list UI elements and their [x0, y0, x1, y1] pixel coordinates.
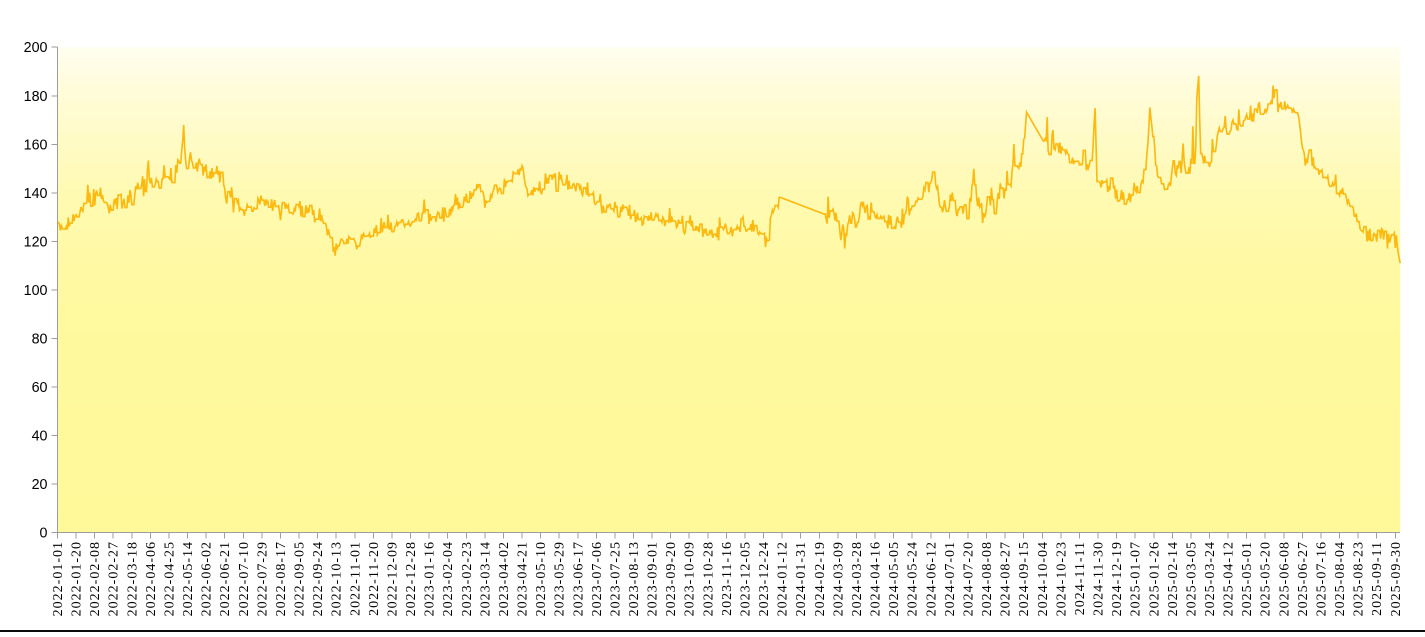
svg-text:2025-01-26: 2025-01-26 [1147, 541, 1162, 616]
svg-text:2024-03-09: 2024-03-09 [831, 541, 846, 616]
svg-text:2024-03-28: 2024-03-28 [850, 541, 865, 616]
svg-text:2022-03-18: 2022-03-18 [125, 541, 140, 616]
svg-text:2022-11-20: 2022-11-20 [367, 541, 382, 616]
svg-text:2023-09-20: 2023-09-20 [664, 541, 679, 616]
svg-text:0: 0 [40, 526, 48, 542]
svg-text:2023-04-02: 2023-04-02 [497, 541, 512, 616]
svg-text:2025-01-07: 2025-01-07 [1129, 541, 1144, 616]
svg-text:2024-12-19: 2024-12-19 [1110, 541, 1125, 616]
svg-text:180: 180 [24, 89, 48, 105]
svg-text:2024-06-12: 2024-06-12 [924, 541, 939, 616]
svg-text:2025-02-14: 2025-02-14 [1166, 541, 1181, 616]
svg-text:2025-04-12: 2025-04-12 [1222, 541, 1237, 616]
svg-text:2025-08-23: 2025-08-23 [1352, 541, 1367, 616]
svg-text:80: 80 [32, 332, 48, 348]
svg-text:2025-03-05: 2025-03-05 [1184, 541, 1199, 616]
svg-text:2024-08-27: 2024-08-27 [999, 541, 1014, 616]
svg-text:2022-04-06: 2022-04-06 [144, 541, 159, 616]
svg-text:140: 140 [24, 186, 48, 202]
svg-text:60: 60 [32, 380, 48, 396]
svg-text:2023-04-21: 2023-04-21 [516, 541, 531, 616]
svg-text:40: 40 [32, 429, 48, 445]
svg-text:2023-11-16: 2023-11-16 [720, 541, 735, 616]
svg-text:2024-01-31: 2024-01-31 [794, 541, 809, 616]
svg-text:2024-11-11: 2024-11-11 [1073, 541, 1088, 615]
svg-text:2023-06-17: 2023-06-17 [571, 541, 586, 616]
svg-text:2023-02-04: 2023-02-04 [441, 541, 456, 616]
svg-text:2022-09-24: 2022-09-24 [311, 541, 326, 616]
svg-text:2023-10-28: 2023-10-28 [701, 541, 716, 616]
svg-text:2024-05-24: 2024-05-24 [906, 541, 921, 616]
svg-text:2023-07-06: 2023-07-06 [590, 541, 605, 616]
svg-text:2022-12-09: 2022-12-09 [386, 541, 401, 616]
svg-text:2022-04-25: 2022-04-25 [163, 541, 178, 616]
svg-text:200: 200 [24, 40, 48, 56]
svg-text:2022-11-01: 2022-11-01 [348, 541, 363, 616]
svg-text:2023-03-14: 2023-03-14 [478, 541, 493, 616]
svg-text:120: 120 [24, 234, 48, 250]
svg-text:2025-08-04: 2025-08-04 [1333, 541, 1348, 616]
svg-text:2024-07-20: 2024-07-20 [962, 541, 977, 616]
svg-text:2022-06-02: 2022-06-02 [200, 541, 215, 616]
svg-text:2022-07-29: 2022-07-29 [255, 541, 270, 616]
svg-text:2024-02-19: 2024-02-19 [813, 541, 828, 616]
svg-text:2024-05-05: 2024-05-05 [887, 541, 902, 616]
svg-text:2022-12-28: 2022-12-28 [404, 541, 419, 616]
svg-text:2023-02-23: 2023-02-23 [460, 541, 475, 616]
svg-text:160: 160 [24, 137, 48, 153]
svg-text:2023-07-25: 2023-07-25 [608, 541, 623, 616]
svg-text:2023-05-10: 2023-05-10 [534, 541, 549, 616]
svg-text:2024-10-04: 2024-10-04 [1036, 541, 1051, 616]
svg-text:100: 100 [24, 283, 48, 299]
svg-text:2024-11-30: 2024-11-30 [1092, 541, 1107, 616]
svg-text:2023-05-29: 2023-05-29 [553, 541, 568, 616]
svg-text:2025-09-11: 2025-09-11 [1370, 541, 1385, 616]
svg-text:2022-08-17: 2022-08-17 [274, 541, 289, 616]
svg-text:2025-06-27: 2025-06-27 [1296, 541, 1311, 616]
svg-text:2024-10-23: 2024-10-23 [1054, 541, 1069, 616]
svg-text:2022-07-10: 2022-07-10 [237, 541, 252, 616]
svg-text:2025-07-16: 2025-07-16 [1315, 541, 1330, 616]
svg-text:2023-01-16: 2023-01-16 [423, 541, 438, 616]
svg-text:2024-08-08: 2024-08-08 [980, 541, 995, 616]
svg-text:2022-05-14: 2022-05-14 [181, 541, 196, 616]
svg-text:2022-02-08: 2022-02-08 [88, 541, 103, 616]
svg-text:2022-09-05: 2022-09-05 [293, 541, 308, 616]
svg-text:2022-02-27: 2022-02-27 [107, 541, 122, 616]
svg-text:2023-10-09: 2023-10-09 [683, 541, 698, 616]
svg-text:2023-12-24: 2023-12-24 [757, 541, 772, 616]
svg-text:2024-04-16: 2024-04-16 [869, 541, 884, 616]
svg-text:2025-09-30: 2025-09-30 [1389, 541, 1404, 616]
svg-text:2025-06-08: 2025-06-08 [1277, 541, 1292, 616]
svg-text:2024-09-15: 2024-09-15 [1017, 541, 1032, 616]
svg-text:2022-01-01: 2022-01-01 [51, 541, 66, 616]
svg-text:2023-08-13: 2023-08-13 [627, 541, 642, 616]
svg-text:20: 20 [32, 477, 48, 493]
svg-text:2022-10-13: 2022-10-13 [330, 541, 345, 616]
svg-text:2022-01-20: 2022-01-20 [70, 541, 85, 616]
svg-text:2025-03-24: 2025-03-24 [1203, 541, 1218, 616]
svg-text:2022-06-21: 2022-06-21 [218, 541, 233, 616]
svg-text:2023-09-01: 2023-09-01 [646, 541, 661, 616]
svg-text:2025-05-20: 2025-05-20 [1259, 541, 1274, 616]
svg-text:2024-07-01: 2024-07-01 [943, 541, 958, 616]
svg-text:2025-05-01: 2025-05-01 [1240, 541, 1255, 616]
svg-text:2023-12-05: 2023-12-05 [739, 541, 754, 616]
svg-text:2024-01-12: 2024-01-12 [776, 541, 791, 616]
